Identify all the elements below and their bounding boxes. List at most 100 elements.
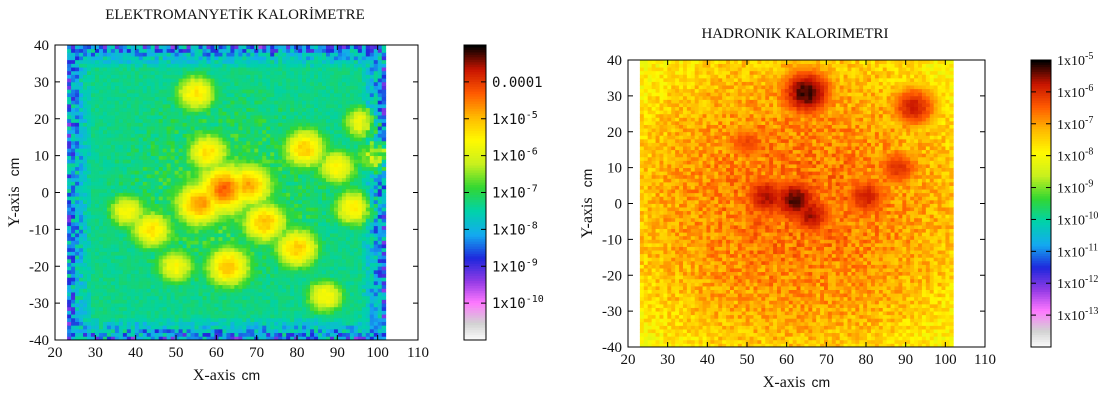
heatmap-cell — [146, 163, 152, 168]
heatmap-cell — [310, 229, 315, 234]
heatmap-cell — [258, 295, 263, 300]
heatmap-cell — [150, 170, 156, 175]
heatmap-cell — [158, 170, 164, 175]
heatmap-cell — [154, 170, 160, 175]
heatmap-cell — [79, 255, 84, 260]
heatmap-cell — [182, 314, 187, 319]
heatmap-cell — [262, 255, 267, 260]
heatmap-cell — [67, 284, 72, 289]
heatmap-cell — [182, 70, 187, 75]
heatmap-cell — [194, 244, 199, 249]
heatmap-cell — [258, 303, 263, 308]
heatmap-cell — [75, 207, 80, 212]
heatmap-cell — [146, 181, 152, 186]
heatmap-cell — [174, 273, 180, 278]
heatmap-cell — [298, 240, 303, 245]
heatmap-cell — [67, 59, 72, 64]
heatmap-cell — [174, 96, 180, 101]
heatmap-cell — [162, 306, 168, 311]
heatmap-cell — [138, 332, 144, 337]
heatmap-cell — [126, 306, 132, 311]
heatmap-cell — [310, 207, 315, 212]
heatmap-cell — [266, 151, 271, 157]
heatmap-cell — [190, 74, 195, 79]
heatmap-cell — [110, 144, 116, 149]
heatmap-cell — [190, 336, 195, 341]
heatmap-cell — [150, 122, 156, 127]
heatmap-cell — [278, 288, 283, 293]
heatmap-cell — [102, 111, 108, 116]
heatmap-cell — [162, 144, 168, 149]
heatmap-cell — [162, 118, 168, 123]
heatmap-cell — [258, 225, 263, 230]
heatmap-cell — [142, 144, 148, 149]
heatmap-cell — [298, 89, 303, 94]
heatmap-cell — [254, 122, 259, 127]
heatmap-cell — [302, 129, 307, 134]
heatmap-cell — [286, 288, 291, 293]
heatmap-cell — [83, 115, 88, 120]
heatmap-cell — [91, 177, 96, 182]
heatmap-cell — [282, 269, 287, 275]
heatmap-cell — [130, 247, 136, 252]
heatmap-cell — [234, 303, 239, 308]
heatmap-cell — [79, 155, 84, 160]
heatmap-cell — [114, 63, 120, 68]
heatmap-cell — [166, 214, 172, 219]
heatmap-cell — [150, 314, 156, 319]
heatmap-cell — [162, 266, 168, 271]
heatmap-cell — [83, 225, 88, 230]
heatmap-cell — [190, 210, 195, 216]
heatmap-cell — [218, 115, 223, 120]
heatmap-cell — [158, 325, 164, 330]
heatmap-cell — [154, 317, 160, 322]
heatmap-cell — [158, 100, 164, 105]
heatmap-cell — [270, 89, 275, 94]
heatmap-cell — [134, 155, 140, 160]
heatmap-cell — [91, 336, 96, 341]
heatmap-cell — [134, 266, 140, 271]
heatmap-cell — [286, 299, 291, 304]
heatmap-cell — [262, 284, 267, 289]
heatmap-cell — [222, 137, 227, 142]
heatmap-cell — [274, 100, 279, 105]
heatmap-cell — [130, 100, 136, 105]
heatmap-cell — [270, 111, 275, 116]
heatmap-cell — [138, 104, 144, 109]
heatmap-cell — [67, 317, 72, 322]
heatmap-cell — [110, 306, 116, 311]
heatmap-cell — [94, 151, 100, 157]
heatmap-cell — [79, 196, 84, 201]
heatmap-cell — [98, 81, 104, 86]
heatmap-cell — [162, 225, 168, 230]
heatmap-cell — [266, 321, 271, 326]
heatmap-cell — [282, 251, 287, 256]
heatmap-cell — [306, 314, 311, 319]
heatmap-cell — [162, 214, 168, 219]
heatmap-cell — [98, 281, 104, 286]
heatmap-cell — [126, 255, 132, 260]
heatmap-cell — [198, 332, 203, 337]
heatmap-cell — [118, 321, 124, 326]
heatmap-cell — [71, 148, 76, 153]
heatmap-cell — [186, 269, 191, 275]
heatmap-cell — [150, 78, 156, 83]
heatmap-cell — [158, 188, 164, 193]
heatmap-cell — [138, 188, 144, 193]
heatmap-cell — [162, 258, 168, 263]
heatmap-cell — [110, 288, 116, 293]
heatmap-cell — [286, 96, 291, 101]
heatmap-cell — [150, 92, 156, 98]
heatmap-cell — [206, 177, 211, 182]
heatmap-cell — [106, 48, 112, 53]
heatmap-cell — [186, 177, 191, 182]
heatmap-cell — [146, 137, 152, 142]
heatmap-cell — [286, 45, 291, 50]
heatmap-cell — [106, 262, 112, 267]
heatmap-cell — [282, 317, 287, 322]
heatmap-cell — [162, 240, 168, 245]
heatmap-cell — [142, 126, 148, 131]
heatmap-cell — [67, 74, 72, 79]
heatmap-cell — [162, 192, 168, 197]
heatmap-cell — [138, 269, 144, 275]
